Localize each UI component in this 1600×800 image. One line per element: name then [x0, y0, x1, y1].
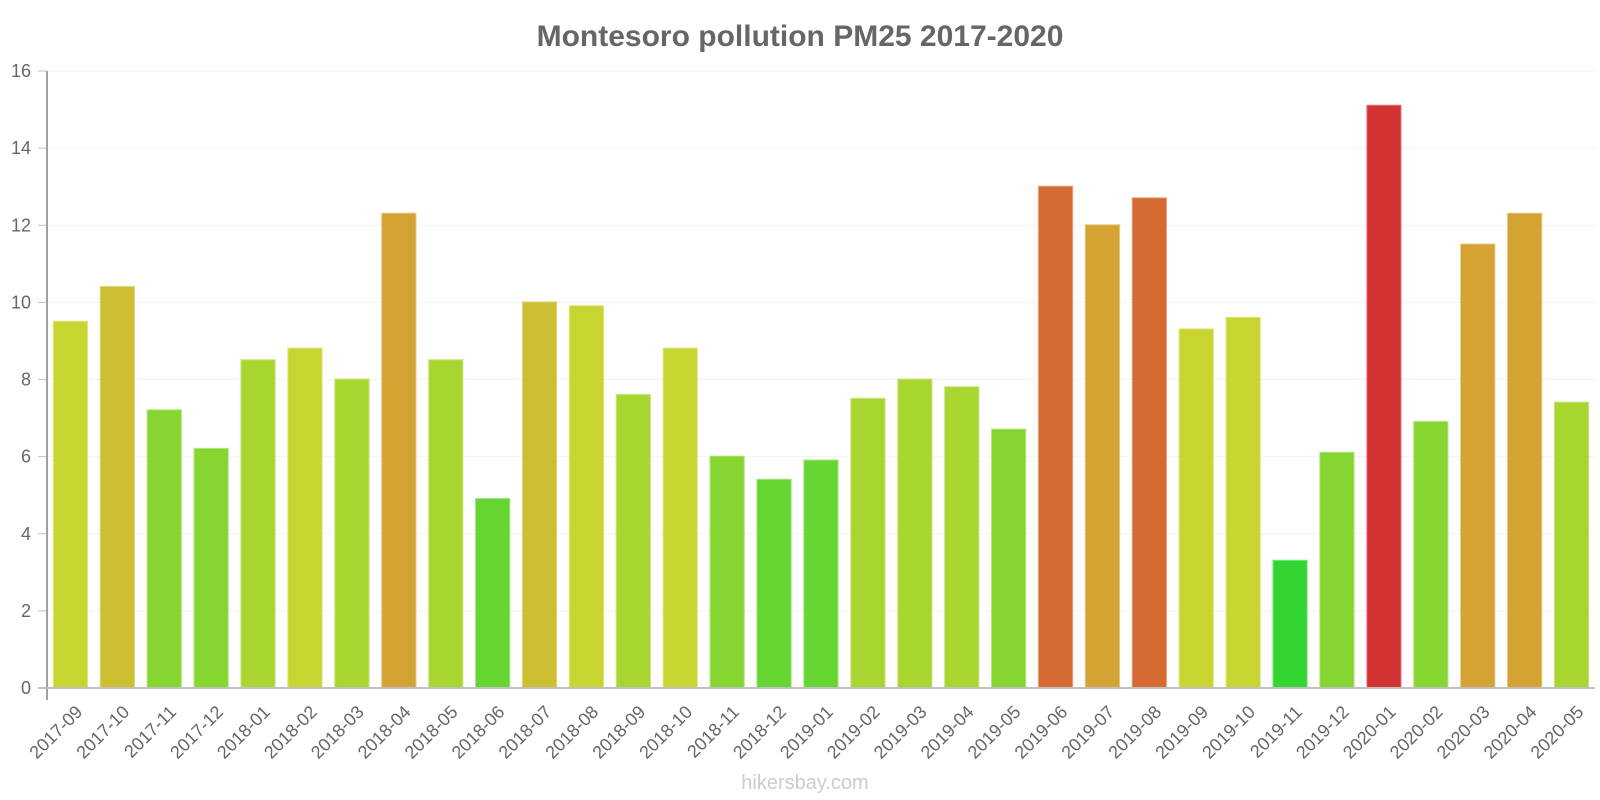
- bar-2018-01[interactable]: 2018-01: 8.5: [240, 359, 276, 689]
- bar-2017-11[interactable]: 2017-11: 7.2: [146, 409, 182, 689]
- x-tick-label: 2019-10: [1198, 702, 1259, 763]
- y-tick-label: 6: [21, 447, 31, 467]
- bar-2018-08[interactable]: 2018-08: 9.9: [568, 305, 605, 689]
- watermark: hikersbay.com: [741, 772, 868, 794]
- chart-title: Montesoro pollution PM25 2017-2020: [537, 20, 1064, 53]
- bar-2017-10[interactable]: 2017-10: 10.4: [99, 285, 135, 689]
- bar-2019-05[interactable]: 2019-05: 6.7: [991, 428, 1027, 689]
- bar-2019-04[interactable]: 2019-04: 7.8: [944, 386, 980, 689]
- bar-2020-03[interactable]: 2020-03: 11.5: [1460, 243, 1496, 689]
- bar-2019-02[interactable]: 2019-02: 7.5: [850, 397, 886, 689]
- y-tick-label: 14: [11, 138, 31, 158]
- bar-2020-01[interactable]: 2020-01: 15.1: [1366, 104, 1402, 689]
- y-tick-label: 10: [11, 292, 31, 312]
- y-tick-label: 12: [11, 215, 31, 235]
- y-tick-label: 0: [21, 678, 31, 698]
- bar-2018-05[interactable]: 2018-05: 8.5: [428, 359, 464, 689]
- bar-2019-09[interactable]: 2019-09: 9.3: [1178, 328, 1214, 689]
- bars: 2017-09: 9.5 2017-10: 10.4 2017-11: 7.2 201…: [52, 104, 1590, 690]
- bar-2017-09[interactable]: 2017-09: 9.5: [52, 320, 89, 689]
- x-tick-label: 2020-05: [1527, 702, 1588, 763]
- y-tick-label: 4: [21, 524, 31, 544]
- y-axis-ticks: 0 2 4 6 8 10 12 14 16: [11, 61, 47, 698]
- bar-2019-12[interactable]: 2019-12: 6.1: [1319, 451, 1355, 689]
- y-tick-label: 2: [21, 601, 31, 621]
- bar-2020-05[interactable]: 2020-05: 7.4: [1553, 401, 1590, 689]
- bar-2018-09[interactable]: 2018-09: 7.6: [615, 393, 652, 689]
- bar-2018-04[interactable]: 2018-04: 12.3: [381, 212, 417, 689]
- bar-2019-10[interactable]: 2019-10: 9.6: [1225, 316, 1261, 689]
- bar-2019-06[interactable]: 2019-06: 13: [1037, 185, 1074, 689]
- bar-2018-02[interactable]: 2018-02: 8.8: [287, 347, 323, 689]
- bar-2018-06[interactable]: 2018-06: 4.9: [475, 498, 511, 689]
- bar-2018-10[interactable]: 2018-10: 8.8: [662, 347, 698, 689]
- bar-2018-03[interactable]: 2018-03: 8: [334, 378, 370, 689]
- x-tick-label: 2017-10: [72, 702, 133, 763]
- x-tick-label: 2018-10: [635, 702, 696, 763]
- bar-2019-01[interactable]: 2019-01: 5.9: [803, 459, 839, 689]
- bar-2019-11[interactable]: 2019-11: 3.3: [1272, 559, 1308, 690]
- x-axis-labels: 2017-092017-102017-112017-122018-012018-…: [25, 702, 1587, 763]
- bar-2020-02[interactable]: 2020-02: 6.9: [1413, 420, 1449, 689]
- bar-2018-07[interactable]: 2018-07: 10: [521, 301, 558, 689]
- bar-2018-12[interactable]: 2018-12: 5.4: [756, 478, 792, 689]
- bar-2017-12[interactable]: 2017-12: 6.2: [193, 447, 229, 689]
- bar-2018-11[interactable]: 2018-11: 6: [709, 455, 745, 689]
- bar-2019-08[interactable]: 2019-08: 12.7: [1131, 197, 1167, 690]
- y-tick-label: 16: [11, 61, 31, 81]
- bar-2019-07[interactable]: 2019-07: 12: [1084, 224, 1121, 690]
- bar-2020-04[interactable]: 2020-04: 12.3: [1507, 212, 1543, 689]
- y-tick-label: 8: [21, 370, 31, 390]
- bar-2019-03[interactable]: 2019-03: 8: [897, 378, 933, 689]
